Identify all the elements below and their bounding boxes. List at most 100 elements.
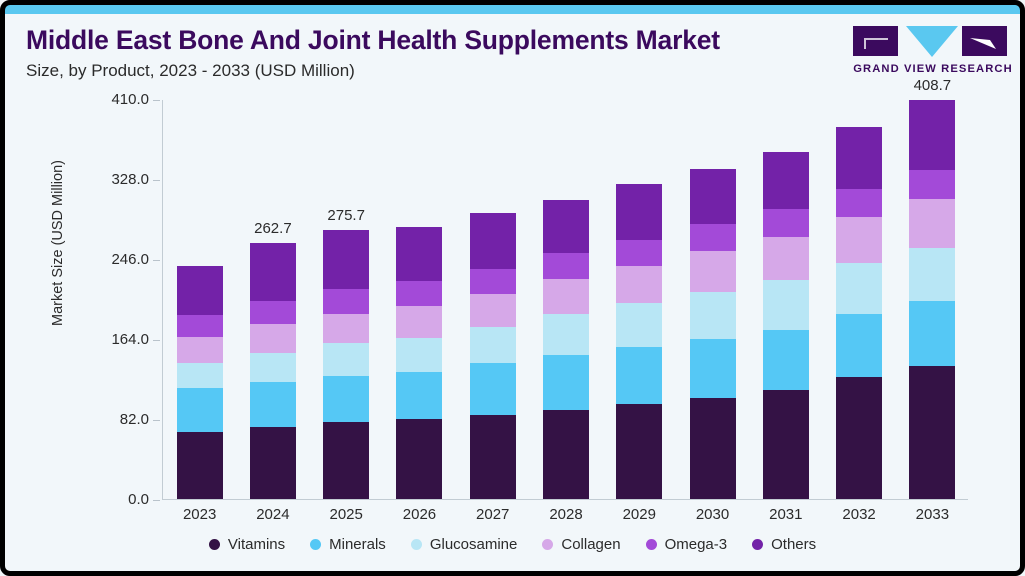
legend-item-vitamins[interactable]: Vitamins <box>208 536 285 553</box>
stacked-bar[interactable] <box>176 265 223 499</box>
bar-segment-collagen[interactable] <box>689 251 736 293</box>
bar-column[interactable]: 2023 <box>176 100 223 523</box>
legend-item-omega-3[interactable]: Omega-3 <box>645 536 728 553</box>
bar-segment-omega-3[interactable] <box>836 188 883 218</box>
bar-column[interactable]: 2027 <box>469 100 516 523</box>
bar-segment-glucosamine[interactable] <box>689 292 736 339</box>
bar-segment-omega-3[interactable] <box>323 289 370 314</box>
x-axis-tick: 2032 <box>842 506 876 523</box>
legend-item-glucosamine[interactable]: Glucosamine <box>410 536 517 553</box>
legend-label: Omega-3 <box>664 536 728 553</box>
bar-segment-collagen[interactable] <box>396 306 443 338</box>
stacked-bar[interactable] <box>396 226 443 499</box>
bar-segment-minerals[interactable] <box>323 376 370 423</box>
bar-segment-others[interactable] <box>909 100 956 171</box>
bar-segment-others[interactable] <box>543 200 589 253</box>
bar-column[interactable]: 2032 <box>836 100 883 523</box>
bar-segment-minerals[interactable] <box>469 363 516 416</box>
bar-segment-others[interactable] <box>836 127 883 189</box>
bar-segment-collagen[interactable] <box>469 294 516 328</box>
legend-item-minerals[interactable]: Minerals <box>310 536 386 553</box>
bar-segment-glucosamine[interactable] <box>836 262 883 314</box>
bar-segment-glucosamine[interactable] <box>249 352 296 382</box>
bar-column[interactable]: 2029 <box>616 100 663 523</box>
legend-item-others[interactable]: Others <box>752 536 816 553</box>
bar-segment-omega-3[interactable] <box>469 268 516 295</box>
bar-segment-vitamins[interactable] <box>689 397 736 499</box>
bar-segment-vitamins[interactable] <box>249 426 296 499</box>
bar-segment-minerals[interactable] <box>176 387 223 433</box>
bar-segment-omega-3[interactable] <box>689 224 736 252</box>
bar-segment-omega-3[interactable] <box>396 281 443 307</box>
bar-segment-glucosamine[interactable] <box>323 343 370 377</box>
bar-segment-others[interactable] <box>762 151 809 210</box>
bar-segment-others[interactable] <box>249 242 296 301</box>
bar-segment-omega-3[interactable] <box>616 239 663 266</box>
bar-segment-vitamins[interactable] <box>616 404 663 499</box>
bar-segment-others[interactable] <box>323 230 370 290</box>
stacked-bar[interactable] <box>836 127 883 499</box>
bar-segment-vitamins[interactable] <box>909 366 956 499</box>
bar-segment-omega-3[interactable] <box>249 300 296 325</box>
bar-segment-collagen[interactable] <box>616 265 663 303</box>
bar-segment-minerals[interactable] <box>909 300 956 367</box>
bar-segment-collagen[interactable] <box>176 337 223 364</box>
stacked-bar[interactable] <box>249 242 296 499</box>
bar-segment-minerals[interactable] <box>689 338 736 398</box>
legend-item-collagen[interactable]: Collagen <box>542 536 621 553</box>
bar-column[interactable]: 2028 <box>543 100 589 523</box>
bar-segment-vitamins[interactable] <box>762 389 809 499</box>
stacked-bar[interactable] <box>543 200 589 499</box>
stacked-bar[interactable] <box>689 169 736 499</box>
bar-segment-glucosamine[interactable] <box>762 280 809 331</box>
bar-segment-minerals[interactable] <box>836 313 883 377</box>
bar-segment-glucosamine[interactable] <box>616 302 663 347</box>
bar-segment-omega-3[interactable] <box>543 252 589 279</box>
bar-segment-vitamins[interactable] <box>396 419 443 499</box>
bar-segment-collagen[interactable] <box>323 313 370 344</box>
bar-segment-glucosamine[interactable] <box>543 313 589 355</box>
bar-column[interactable]: 275.7 2025 <box>323 100 370 523</box>
bar-segment-vitamins[interactable] <box>836 377 883 499</box>
bar-segment-collagen[interactable] <box>249 324 296 353</box>
stacked-bar[interactable] <box>616 183 663 499</box>
stacked-bar[interactable] <box>762 151 809 499</box>
bar-segment-collagen[interactable] <box>836 217 883 263</box>
bar-segment-others[interactable] <box>616 183 663 240</box>
bar-column[interactable]: 2031 <box>762 100 809 523</box>
bar-segment-minerals[interactable] <box>396 371 443 420</box>
bar-segment-others[interactable] <box>469 213 516 269</box>
bar-segment-omega-3[interactable] <box>762 209 809 237</box>
bar-segment-minerals[interactable] <box>616 346 663 405</box>
bar-segment-minerals[interactable] <box>249 381 296 427</box>
bar-segment-vitamins[interactable] <box>323 422 370 499</box>
bar-column[interactable]: 408.7 2033 <box>909 77 956 523</box>
bar-segment-glucosamine[interactable] <box>469 327 516 364</box>
bar-segment-collagen[interactable] <box>543 278 589 314</box>
bar-segment-vitamins[interactable] <box>176 432 223 499</box>
bar-segment-collagen[interactable] <box>762 236 809 281</box>
bar-column[interactable]: 2030 <box>689 100 736 523</box>
bar-segment-vitamins[interactable] <box>469 415 516 499</box>
bar-segment-others[interactable] <box>176 265 223 316</box>
bar-segment-minerals[interactable] <box>543 354 589 411</box>
x-axis-tick: 2028 <box>549 506 583 523</box>
bar-segment-others[interactable] <box>396 226 443 282</box>
stacked-bar[interactable] <box>469 213 516 499</box>
bar-segment-glucosamine[interactable] <box>909 248 956 301</box>
logo-text: GRAND VIEW RESEARCH <box>853 63 1013 75</box>
bar-segment-vitamins[interactable] <box>543 410 589 499</box>
bar-segment-minerals[interactable] <box>762 330 809 390</box>
bar-segment-omega-3[interactable] <box>176 315 223 338</box>
bar-segment-glucosamine[interactable] <box>396 337 443 372</box>
bar-segment-others[interactable] <box>689 169 736 225</box>
bar-segment-collagen[interactable] <box>909 199 956 249</box>
bar-column[interactable]: 262.7 2024 <box>249 100 296 523</box>
stacked-bar[interactable] <box>323 230 370 499</box>
bar-segment-omega-3[interactable] <box>909 170 956 200</box>
stacked-bar[interactable] <box>909 100 956 499</box>
bar-segment-glucosamine[interactable] <box>176 363 223 388</box>
logo-left-block-icon <box>853 26 898 56</box>
bar-column[interactable]: 2026 <box>396 100 443 523</box>
